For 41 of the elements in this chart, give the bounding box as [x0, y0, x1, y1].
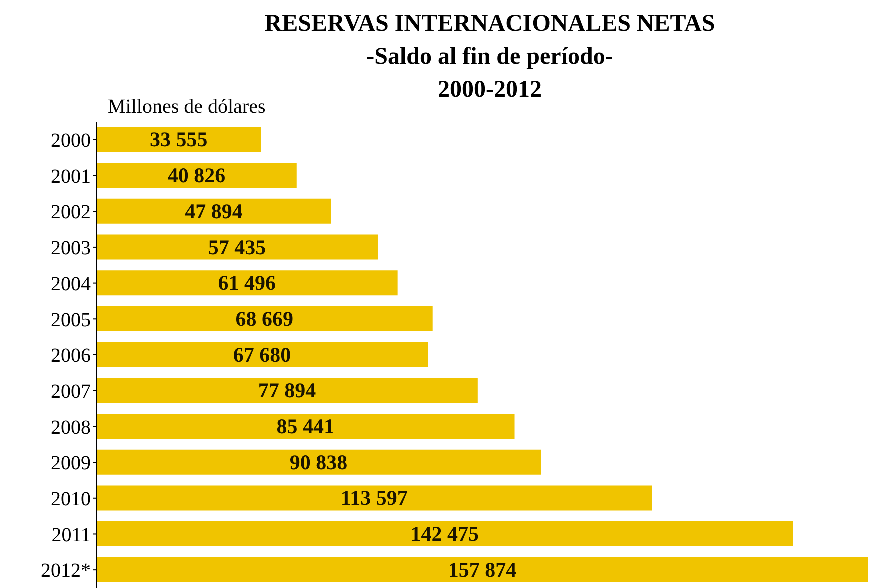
y-tick-label: 2009: [51, 452, 91, 475]
y-tick-label: 2008: [51, 416, 91, 439]
bar: [96, 270, 398, 296]
y-tick-label: 2002: [51, 202, 91, 224]
data-label: 85 441: [276, 414, 335, 439]
y-tick-label: 2006: [51, 345, 91, 368]
data-label: 142 475: [410, 522, 480, 546]
text: Millones de dólares: [108, 96, 266, 119]
bar: [96, 234, 378, 260]
bar: [96, 486, 652, 511]
data-label: 113 597: [340, 486, 408, 510]
bar: [96, 557, 868, 582]
y-tick-label: 2003: [51, 238, 91, 260]
y-tick-label: 2005: [51, 309, 91, 332]
data-label: 157 874: [448, 558, 518, 582]
bar: [96, 342, 428, 368]
bar: [96, 414, 515, 440]
y-tick-label: 2004: [51, 273, 91, 296]
data-label: 57 435: [208, 235, 266, 260]
bar: [96, 378, 478, 404]
y-tick-label: 2000: [51, 130, 91, 152]
bar: [96, 306, 433, 332]
y-tick-label: 2012*: [41, 560, 91, 582]
data-label: 90 838: [290, 450, 348, 474]
y-tick-label: 2010: [51, 488, 91, 510]
data-label: 67 680: [233, 342, 292, 367]
data-label: 40 826: [168, 164, 226, 188]
chart-title: RESERVAS INTERNACIONALES NETAS -Saldo al fin de período- 2000-2012: [264, 10, 716, 103]
data-label: 33 555: [150, 128, 208, 152]
data-label: 68 669: [236, 306, 294, 331]
y-tick-label: 2007: [51, 380, 91, 403]
bar: [96, 522, 794, 547]
data-label: 47 894: [185, 199, 244, 224]
bar: [96, 127, 262, 152]
bar: [96, 450, 542, 475]
data-label: 61 496: [218, 271, 276, 296]
bar: [96, 198, 332, 224]
y-tick-label: 2001: [51, 166, 91, 188]
bar: [96, 163, 297, 188]
data-label: 77 894: [258, 378, 317, 403]
y-tick-label: 2011: [52, 524, 91, 546]
